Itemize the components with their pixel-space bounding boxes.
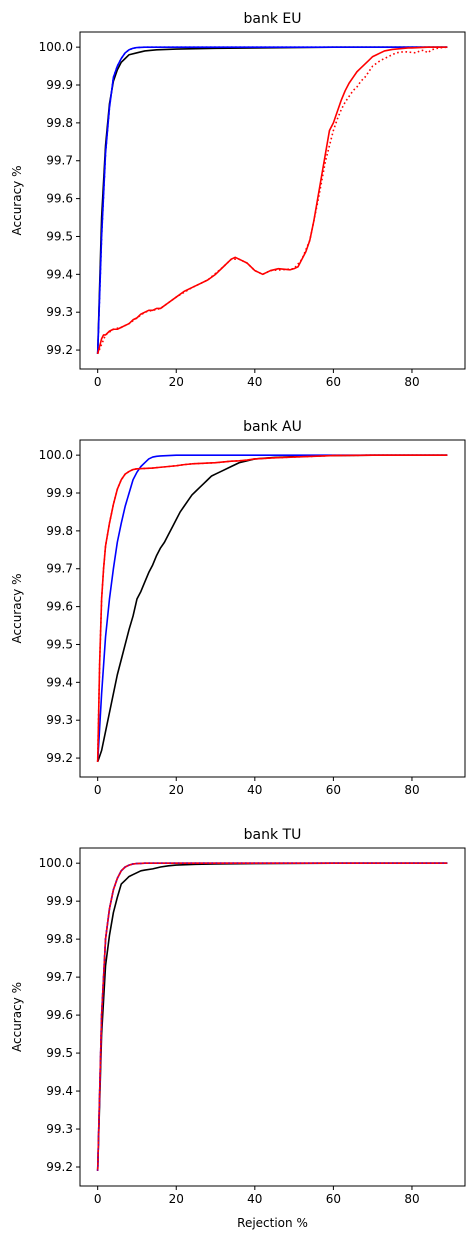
y-tick-label: 99.2 (46, 343, 73, 357)
y-tick-label: 99.3 (46, 713, 73, 727)
plot-frame (79, 847, 466, 1187)
series-line-3 (96, 862, 448, 1171)
series-group (96, 454, 448, 763)
y-tick-label: 99.3 (46, 1122, 73, 1136)
chart-title: bank EU (244, 11, 302, 27)
series-line-1 (96, 46, 448, 354)
x-tick-label: 60 (326, 1192, 341, 1206)
x-tick-label: 80 (404, 1192, 419, 1206)
y-tick-label: 99.6 (46, 1008, 73, 1022)
x-tick-label: 60 (326, 375, 341, 389)
x-tick-label: 20 (169, 1192, 184, 1206)
y-axis-label: Accuracy % (10, 982, 24, 1052)
chart-panel-2: bank AU Accuracy % 0 20 40 60 80 99.2 99.3 99.4 99… (10, 419, 466, 797)
y-tick-label: 99.8 (46, 116, 73, 130)
series-line-4 (96, 454, 448, 762)
y-tick-label: 99.6 (46, 192, 73, 206)
x-tick-label: 40 (247, 1192, 262, 1206)
y-tick-label: 99.8 (46, 932, 73, 946)
y-tick-label: 99.6 (46, 600, 73, 614)
y-tick-label: 99.7 (46, 562, 73, 576)
x-tick-label: 80 (404, 375, 419, 389)
y-tick-label: 99.7 (46, 154, 73, 168)
y-axis-label: Accuracy % (10, 573, 24, 643)
y-tick-label: 99.2 (46, 751, 73, 765)
chart-panel-3: bank TU Accuracy % Rejection % 0 20 40 60 80 99.… (10, 827, 466, 1230)
y-tick-label: 99.5 (46, 637, 73, 651)
series-line-2 (96, 454, 448, 762)
y-tick-label: 99.9 (46, 486, 73, 500)
series-group (96, 862, 448, 1171)
y-tick-label: 99.3 (46, 305, 73, 319)
series-line-2 (96, 862, 448, 1171)
series-line-3 (96, 454, 448, 762)
y-tick-label: 99.4 (46, 1084, 73, 1098)
y-tick-label: 99.2 (46, 1160, 73, 1174)
y-tick-label: 100.0 (39, 448, 73, 462)
x-tick-label: 20 (169, 375, 184, 389)
series-group (96, 46, 448, 355)
y-tick-label: 100.0 (39, 40, 73, 54)
y-tick-label: 99.5 (46, 229, 73, 243)
y-tick-label: 99.4 (46, 267, 73, 281)
y-tick-label: 99.4 (46, 675, 73, 689)
x-axis-label: Rejection % (237, 1216, 308, 1230)
y-axis-label: Accuracy % (10, 165, 24, 235)
y-tick-label: 99.7 (46, 970, 73, 984)
y-tick-label: 99.9 (46, 894, 73, 908)
x-tick-label: 40 (247, 375, 262, 389)
x-tick-label: 40 (247, 783, 262, 797)
x-tick-label: 0 (94, 375, 102, 389)
y-tick-label: 99.9 (46, 78, 73, 92)
series-line-1 (96, 454, 448, 763)
x-tick-label: 80 (404, 783, 419, 797)
series-line-5 (96, 46, 448, 355)
y-tick-label: 99.8 (46, 524, 73, 538)
x-tick-label: 60 (326, 783, 341, 797)
series-line-4 (96, 46, 448, 355)
y-tick-label: 99.5 (46, 1046, 73, 1060)
x-tick-label: 0 (94, 1192, 102, 1206)
series-line-1 (96, 862, 448, 1171)
x-tick-label: 20 (169, 783, 184, 797)
plot-frame (79, 439, 466, 778)
series-line-4 (96, 862, 448, 1171)
series-line-3 (96, 46, 448, 354)
plot-frame (79, 31, 466, 370)
x-tick-label: 0 (94, 783, 102, 797)
chart-title: bank AU (243, 419, 302, 435)
series-line-2 (96, 46, 448, 354)
chart-panel-1: bank EU Accuracy % 0 20 40 60 80 99.2 99.3 99.4 99… (10, 11, 466, 389)
y-tick-label: 100.0 (39, 856, 73, 870)
chart-title: bank TU (244, 827, 302, 843)
